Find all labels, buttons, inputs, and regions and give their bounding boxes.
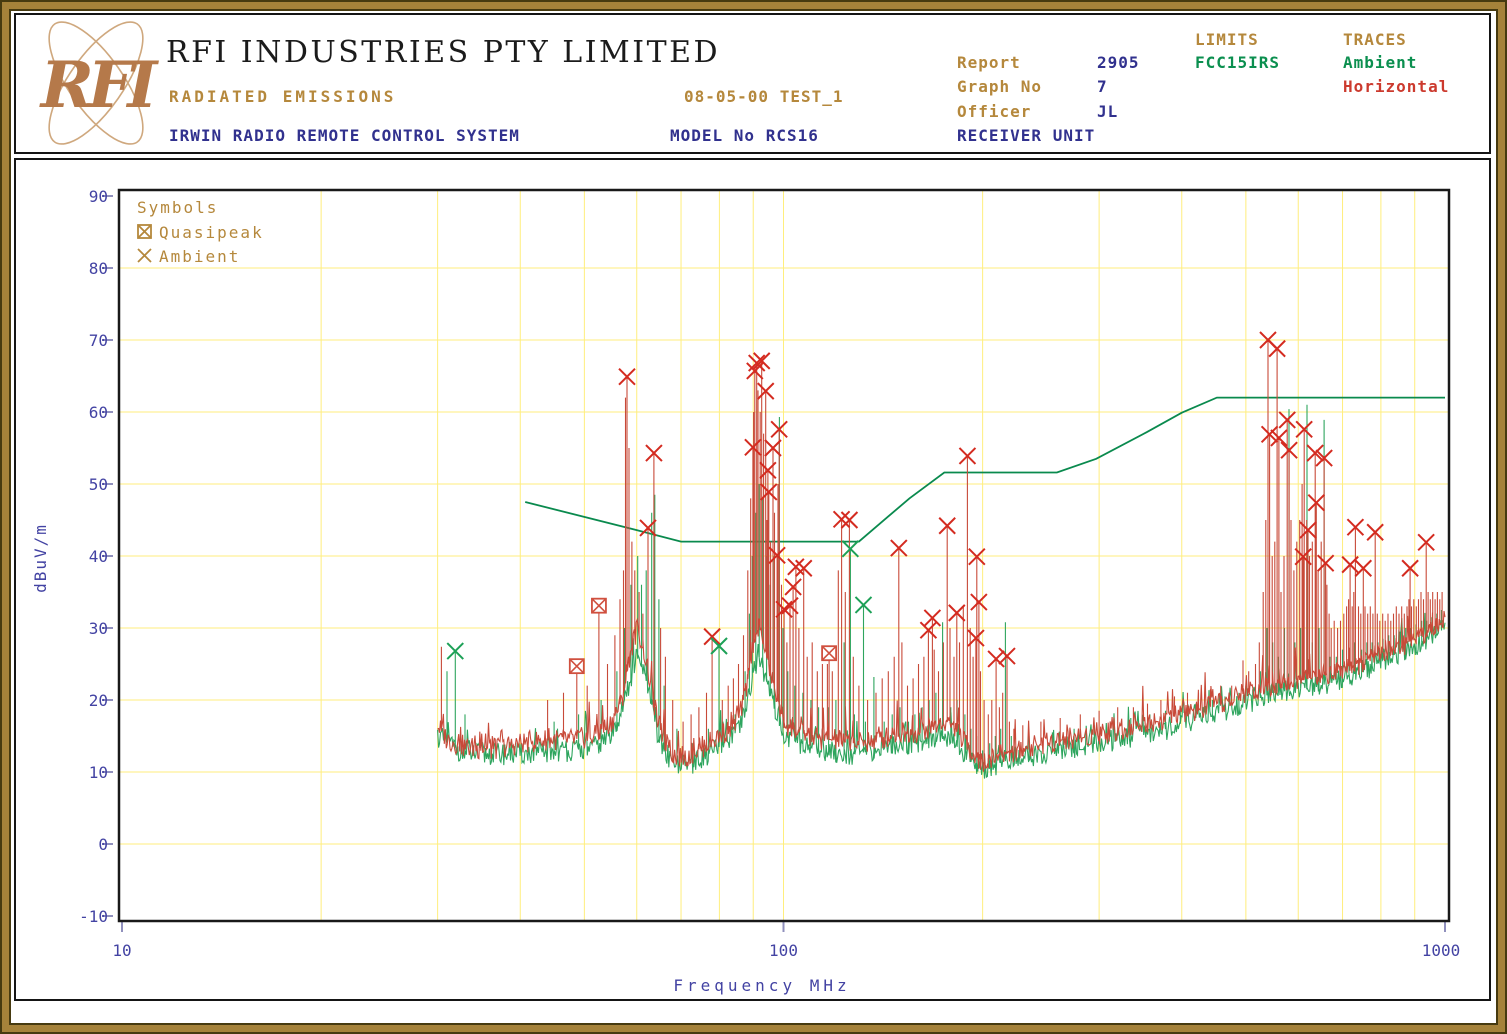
y-tick-label: 50 <box>89 475 108 494</box>
legend-title: Symbols <box>137 198 218 217</box>
logo-text: RFI <box>39 48 160 123</box>
test-date: 08-05-00 TEST_1 <box>684 87 844 106</box>
eut-name: IRWIN RADIO REMOTE CONTROL SYSTEM <box>169 126 520 145</box>
limit-line-fcc15irs <box>524 396 1445 543</box>
report-header: RFI RFI INDUSTRIES PTY LIMITED RADIATED … <box>14 13 1491 154</box>
y-tick-label: 30 <box>89 619 108 638</box>
report-value: 2905 <box>1097 53 1140 72</box>
x-tick-label: 100 <box>769 941 798 960</box>
y-tick-label: 70 <box>89 331 108 350</box>
report-label: Report <box>957 53 1021 72</box>
model-number: MODEL No RCS16 <box>670 126 819 145</box>
officer-value: JL <box>1097 102 1119 121</box>
x-tick-label: 10 <box>112 941 131 960</box>
company-name: RFI INDUSTRIES PTY LIMITED <box>166 35 721 70</box>
gridlines <box>120 191 1448 920</box>
trace-horizontal-label: Horizontal <box>1343 77 1450 96</box>
trace-ambient-label: Ambient <box>1343 53 1418 72</box>
rfi-logo: RFI <box>39 21 165 145</box>
unit-under-test: RECEIVER UNIT <box>957 126 1096 145</box>
y-tick-label: 60 <box>89 403 108 422</box>
graph-no-value: 7 <box>1097 77 1108 96</box>
x-tick-label: 1000 <box>1422 941 1461 960</box>
y-tick-label: 20 <box>89 691 108 710</box>
plot-border <box>117 188 1451 923</box>
trace-horizontal <box>437 340 1446 772</box>
y-tick-label: 80 <box>89 259 108 278</box>
y-tick-label: 40 <box>89 547 108 566</box>
symbols-legend: Symbols Quasipeak Ambient <box>137 198 264 266</box>
quasipeak-symbol-icon <box>137 224 152 239</box>
x-axis-title: Frequency MHz <box>673 976 850 995</box>
report-type: RADIATED EMISSIONS <box>169 87 397 106</box>
traces-label: TRACES <box>1343 30 1407 49</box>
graph-no-label: Graph No <box>957 77 1043 96</box>
chart-area: 90 80 70 60 50 40 30 20 10 0 -10 10 100 1000 Frequency… <box>14 158 1491 1001</box>
y-axis-title: dBuV/m <box>31 523 50 593</box>
y-tick-label: 10 <box>89 763 108 782</box>
y-tick-label: -10 <box>79 907 108 926</box>
legend-ambient-label: Ambient <box>159 247 240 266</box>
y-tick-label: 0 <box>98 835 108 854</box>
peak-markers <box>446 331 1435 675</box>
limit-name: FCC15IRS <box>1195 53 1281 72</box>
legend-quasipeak-label: Quasipeak <box>159 223 264 242</box>
ambient-symbol-icon <box>137 248 152 263</box>
officer-label: Officer <box>957 102 1032 121</box>
limits-label: LIMITS <box>1195 30 1259 49</box>
y-tick-label: 90 <box>89 187 108 206</box>
